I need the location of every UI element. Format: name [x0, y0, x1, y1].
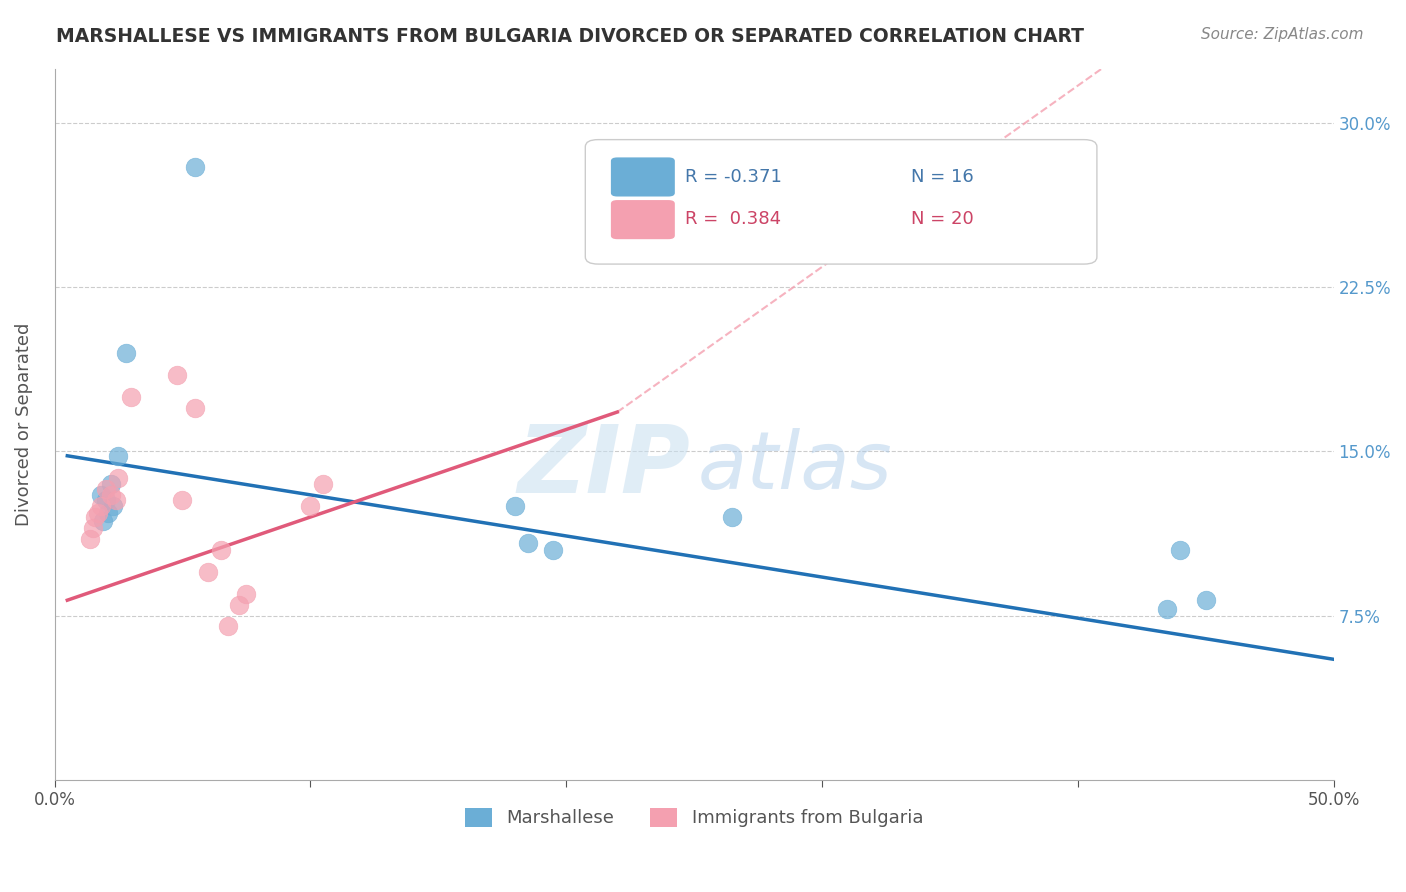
Point — [197, 565, 219, 579]
Point — [94, 482, 117, 496]
Point — [107, 471, 129, 485]
Text: R = -0.371: R = -0.371 — [685, 168, 782, 186]
Point — [82, 521, 104, 535]
Point — [1194, 593, 1216, 607]
Point — [217, 619, 239, 633]
Point — [79, 532, 101, 546]
Point — [312, 477, 335, 491]
FancyBboxPatch shape — [610, 157, 675, 196]
Point — [721, 510, 744, 524]
Legend: Marshallese, Immigrants from Bulgaria: Marshallese, Immigrants from Bulgaria — [457, 801, 931, 835]
Text: atlas: atlas — [697, 428, 893, 506]
Point — [100, 477, 122, 491]
Point — [209, 542, 232, 557]
Point — [90, 488, 112, 502]
Point — [90, 499, 112, 513]
Point — [503, 499, 526, 513]
Point — [1168, 542, 1191, 557]
Point — [115, 346, 138, 360]
FancyBboxPatch shape — [585, 140, 1097, 264]
Point — [100, 488, 122, 502]
Point — [235, 587, 257, 601]
FancyBboxPatch shape — [610, 200, 675, 239]
Point — [104, 492, 127, 507]
Point — [97, 506, 120, 520]
Point — [94, 492, 117, 507]
Text: Source: ZipAtlas.com: Source: ZipAtlas.com — [1201, 27, 1364, 42]
Point — [184, 401, 207, 415]
Point — [84, 510, 107, 524]
Text: MARSHALLESE VS IMMIGRANTS FROM BULGARIA DIVORCED OR SEPARATED CORRELATION CHART: MARSHALLESE VS IMMIGRANTS FROM BULGARIA … — [56, 27, 1084, 45]
Y-axis label: Divorced or Separated: Divorced or Separated — [15, 322, 32, 525]
Text: ZIP: ZIP — [517, 421, 690, 513]
Point — [103, 499, 125, 513]
Point — [184, 160, 207, 174]
Text: R =  0.384: R = 0.384 — [685, 211, 782, 228]
Text: N = 20: N = 20 — [911, 211, 974, 228]
Point — [228, 598, 250, 612]
Point — [87, 506, 110, 520]
Point — [172, 492, 194, 507]
Point — [91, 515, 114, 529]
Point — [299, 499, 322, 513]
Point — [543, 542, 565, 557]
Point — [516, 536, 538, 550]
Text: N = 16: N = 16 — [911, 168, 974, 186]
Point — [166, 368, 188, 382]
Point — [120, 390, 142, 404]
Point — [107, 449, 129, 463]
Point — [1156, 602, 1178, 616]
